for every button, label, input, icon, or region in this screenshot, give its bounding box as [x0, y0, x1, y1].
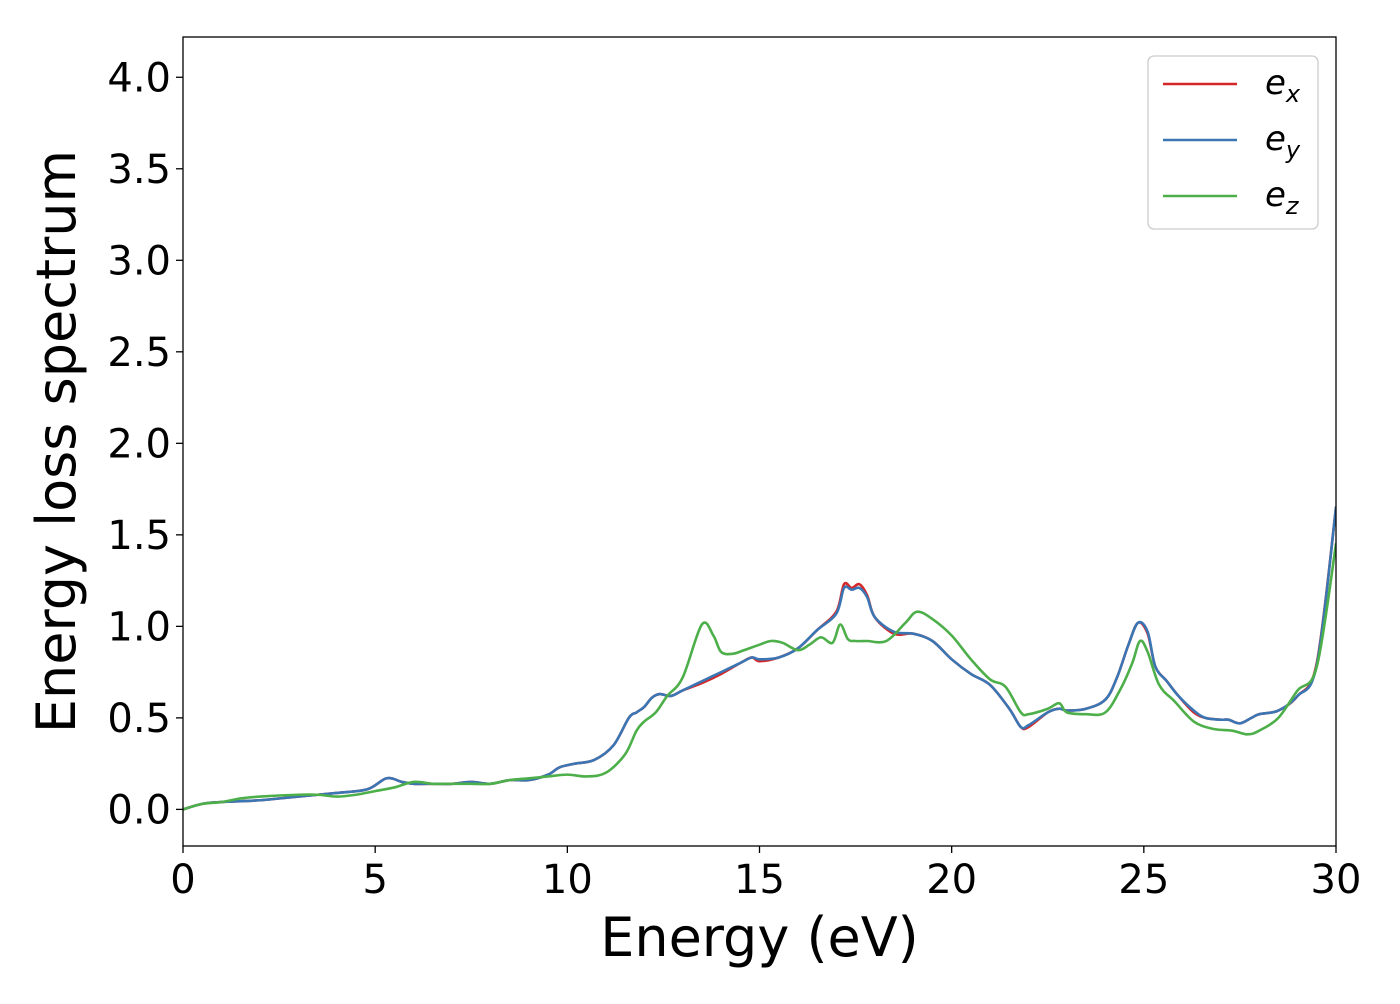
y-tick-label: 1.0 — [107, 604, 171, 650]
y-tick-label: 2.5 — [107, 330, 171, 376]
series-layer — [183, 506, 1336, 811]
y-tick-label: 3.5 — [107, 147, 171, 193]
series-line-y — [183, 506, 1336, 811]
x-axis-label: Energy (eV) — [600, 906, 919, 969]
series-line-z — [183, 542, 1336, 811]
x-tick-label: 5 — [362, 857, 387, 903]
y-tick-label: 0.0 — [107, 787, 171, 833]
x-tick-label: 30 — [1311, 857, 1362, 903]
x-tick-label: 0 — [170, 857, 195, 903]
legend-label-z: ez — [1265, 175, 1300, 220]
y-axis-label: Energy loss spectrum — [25, 150, 88, 733]
legend-label-y: ey — [1265, 119, 1301, 164]
y-tick-label: 1.5 — [107, 513, 171, 559]
legend-box — [1147, 55, 1319, 230]
y-tick-label: 2.0 — [107, 421, 171, 467]
legend-label-x: ex — [1265, 63, 1301, 108]
y-tick-label: 4.0 — [107, 55, 171, 101]
x-tick-label: 20 — [926, 857, 977, 903]
y-tick-label: 3.0 — [107, 238, 171, 284]
y-tick-label: 0.5 — [107, 696, 171, 742]
x-tick-label: 10 — [542, 857, 593, 903]
x-tick-label: 15 — [734, 857, 785, 903]
y-axis-ticks: 0.0 0.5 1.0 1.5 2.0 2.5 3.0 3.5 4.0 — [107, 55, 183, 833]
legend: ex ey ez — [1147, 55, 1319, 230]
x-tick-label: 25 — [1118, 857, 1169, 903]
x-axis-ticks: 0 5 10 15 20 25 30 — [170, 846, 1361, 903]
